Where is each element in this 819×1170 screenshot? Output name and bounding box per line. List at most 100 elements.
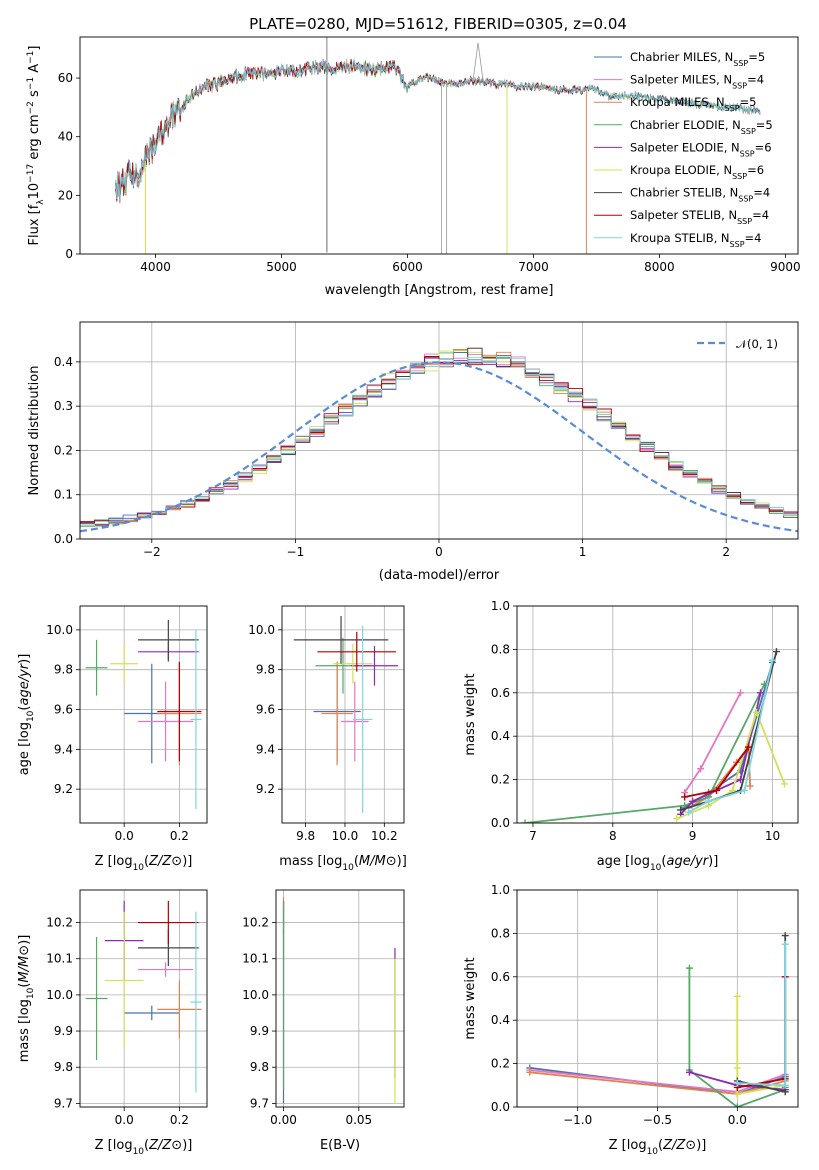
legend-name: Kroupa STELIB, N — [630, 231, 730, 245]
label-part: 10 — [342, 863, 354, 873]
mass-weight-point — [733, 1064, 741, 1072]
label-part: 10 — [133, 1147, 145, 1157]
legend-label: Salpeter STELIB, NSSP=4 — [630, 208, 769, 226]
legend-suffix: =5 — [756, 118, 773, 132]
label-part: M/M⊙ — [359, 854, 397, 869]
legend-suffix: =5 — [740, 95, 757, 109]
label-part: ( — [17, 706, 32, 711]
label-part: )] — [182, 854, 192, 869]
y-tick-label: 10.0 — [248, 623, 275, 637]
x-tick-label: 0.2 — [170, 829, 189, 843]
axes-frame — [516, 605, 799, 824]
plot-area — [521, 648, 788, 823]
y-tick-label: 40 — [58, 130, 73, 144]
x-axis-label: age [log10(age/yr)] — [597, 854, 719, 873]
mass-weight-point — [685, 964, 693, 972]
y-tick-label: 10.0 — [242, 988, 269, 1002]
y-tick-label: 0.8 — [491, 926, 510, 940]
label-part: −1 — [26, 51, 36, 64]
residual-histogram — [80, 355, 798, 527]
axes-frame — [275, 889, 405, 1108]
mass-weight-point — [781, 1088, 789, 1096]
label-part: 10 — [650, 863, 662, 873]
emission-spike — [472, 42, 484, 82]
y-tick-label: 1.0 — [491, 599, 510, 613]
legend-sub: SSP — [737, 217, 752, 226]
mass-weight-point — [526, 1068, 534, 1076]
y-axis-label: Flux [fλ10−17 erg cm−2 s−1 A−1] — [26, 46, 46, 246]
residual-histogram-panel: −2 −1 0 1 2 0.0 0.1 0.2 0.3 0.4 (data-model)/error… — [27, 321, 799, 583]
label-part: λ — [36, 199, 46, 205]
x-tick-label: 0.0 — [115, 829, 134, 843]
label-part: ] — [27, 46, 42, 51]
x-tick-label: 0.0 — [728, 1113, 747, 1127]
legend-sub: SSP — [732, 172, 747, 181]
mass-weight-point — [733, 1090, 741, 1098]
x-tick-label: 2 — [722, 545, 730, 559]
label-part: 10 — [26, 987, 36, 999]
y-tick-label: 1.0 — [491, 883, 510, 897]
y-tick-label: 0.0 — [491, 1100, 510, 1114]
x-tick-label: 9 — [689, 829, 697, 843]
x-tick-label: −1.0 — [563, 1113, 592, 1127]
mass-weight-point — [741, 786, 749, 794]
axes-frame — [281, 605, 405, 824]
legend-name: Kroupa ELODIE, N — [630, 163, 732, 177]
legend-sub: SSP — [730, 239, 745, 248]
legend-label: Kroupa STELIB, NSSP=4 — [630, 231, 761, 249]
legend-name: Salpeter ELODIE, N — [630, 140, 740, 154]
mass-weight-point — [733, 1079, 741, 1087]
y-tick-label: 9.6 — [256, 703, 275, 717]
y-axis-label: age [log10(age/yr)] — [17, 654, 36, 776]
legend-suffix: =6 — [755, 140, 772, 154]
mass-weight-vs-metallicity-panel: −1.0 −0.5 0.0 0.0 0.2 0.4 0.6 0.8 1.0 Z [log10(Z/… — [463, 883, 799, 1157]
label-part: )] — [696, 1138, 706, 1153]
label-part: ( — [144, 1138, 149, 1153]
mass-weight-line — [737, 976, 787, 1089]
x-axis-label: Z [log10(Z/Z⊙)] — [609, 1138, 707, 1157]
axes-frame — [79, 889, 208, 1108]
label-part: )] — [17, 654, 32, 664]
x-tick-label: 10 — [765, 829, 780, 843]
legend-suffix: =4 — [752, 208, 769, 222]
y-tick-label: 0.6 — [491, 970, 510, 984]
label-part: Z [log — [609, 1138, 647, 1153]
residual-histogram — [80, 357, 798, 526]
mass-weight-point — [705, 797, 713, 805]
axes-frame — [79, 605, 208, 824]
x-tick-label: 6000 — [392, 260, 423, 274]
y-tick-label: 9.6 — [54, 703, 73, 717]
y-axis-label: Normed distribution — [27, 366, 42, 496]
axes-frame — [79, 321, 799, 540]
y-tick-label: 9.8 — [54, 663, 73, 677]
mass-vs-extinction-panel: 0.00 0.05 9.7 9.8 9.9 10.0 10.1 10.2 E(B-V) — [242, 889, 405, 1153]
mass-weight-line — [680, 651, 778, 811]
label-part: Z/Z⊙ — [662, 1138, 696, 1153]
spectrum-line — [114, 58, 587, 203]
mass-weight-point — [781, 932, 789, 940]
mass-weight-point — [685, 808, 693, 816]
y-tick-label: 0.4 — [54, 355, 73, 369]
x-tick-label: 4000 — [140, 260, 171, 274]
legend-name: Salpeter STELIB, N — [630, 208, 737, 222]
legend-suffix: =4 — [753, 186, 770, 200]
x-tick-label: 1 — [579, 545, 587, 559]
y-tick-label: 60 — [58, 71, 73, 85]
legend-label: Chabrier STELIB, NSSP=4 — [630, 186, 770, 204]
plot-area — [80, 347, 798, 533]
label-part: age [log — [597, 854, 650, 869]
mass-weight-point — [521, 819, 529, 823]
legend-label: Salpeter ELODIE, NSSP=6 — [630, 140, 772, 158]
y-tick-label: 9.2 — [256, 782, 275, 796]
mass-weight-line — [737, 944, 787, 1087]
x-tick-label: 7000 — [518, 260, 549, 274]
y-tick-label: 9.9 — [250, 1024, 269, 1038]
mass-weight-point — [685, 1068, 693, 1076]
legend-name: Chabrier STELIB, N — [630, 186, 738, 200]
legend-sub: SSP — [725, 104, 740, 113]
legend-label: Kroupa ELODIE, NSSP=6 — [630, 163, 764, 181]
label-part: erg cm — [27, 114, 42, 163]
mass-weight-point — [780, 780, 788, 788]
y-tick-label: 20 — [58, 188, 73, 202]
label-part: mass [log — [279, 854, 342, 869]
